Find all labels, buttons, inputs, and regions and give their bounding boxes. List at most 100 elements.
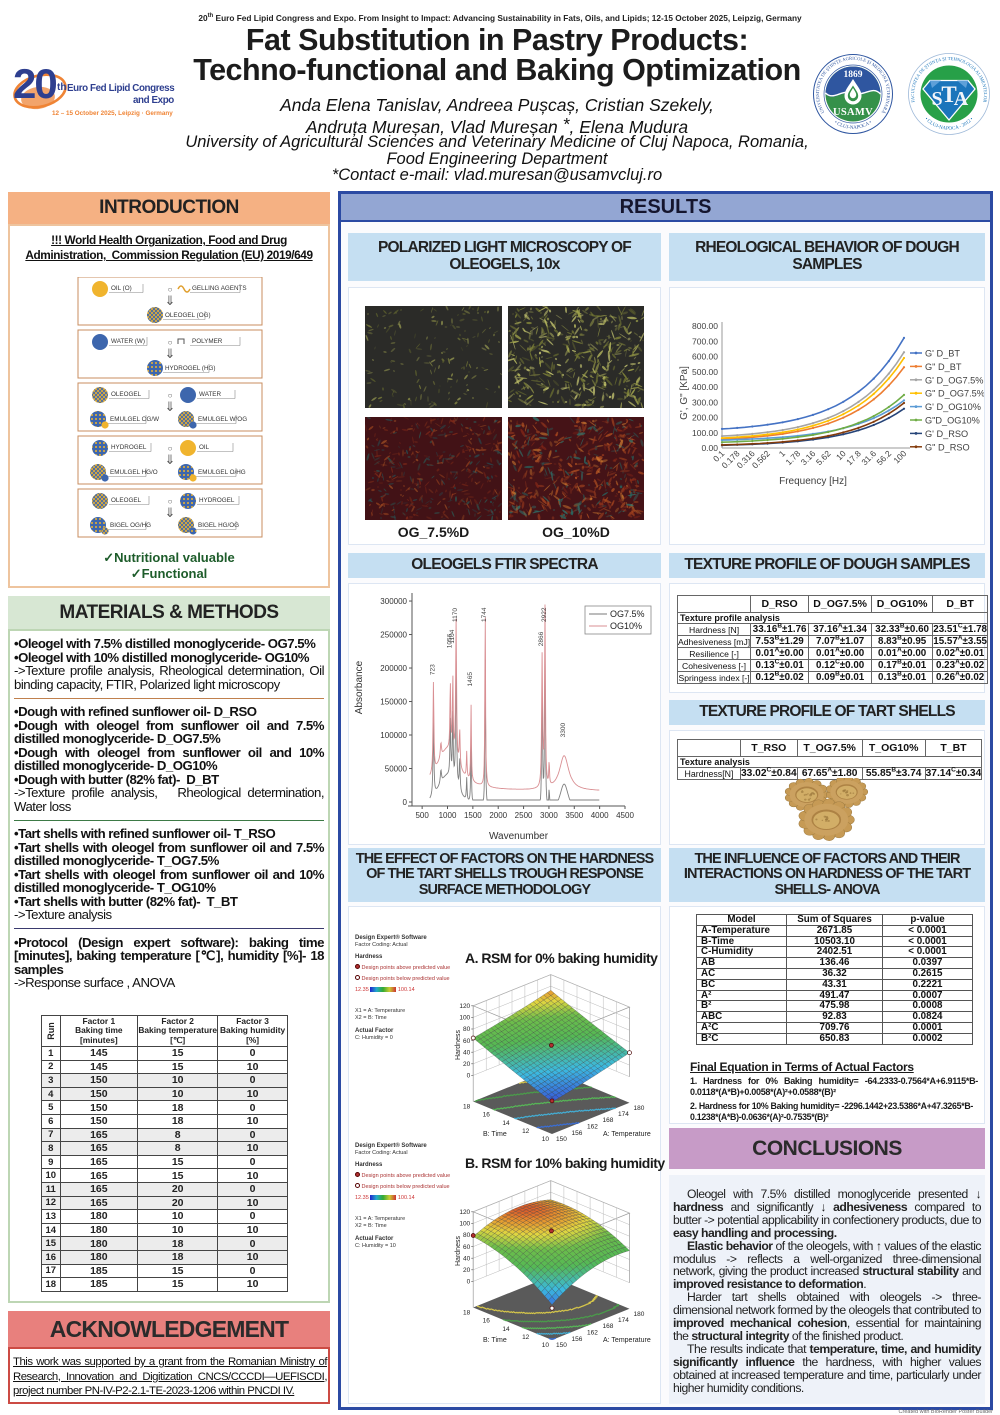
svg-text:800.00: 800.00 xyxy=(692,321,718,331)
svg-text:Hardness: Hardness xyxy=(455,1030,462,1060)
svg-text:723: 723 xyxy=(429,664,436,675)
svg-text:A: Temperature: A: Temperature xyxy=(603,1337,651,1344)
svg-text:○: ○ xyxy=(168,285,173,294)
svg-text:○: ○ xyxy=(168,338,173,347)
svg-text:1.78: 1.78 xyxy=(783,448,802,467)
svg-text:100: 100 xyxy=(459,1015,470,1022)
svg-text:60: 60 xyxy=(463,1244,471,1251)
svg-text:100.00: 100.00 xyxy=(692,428,718,438)
svg-text:POLYMER: POLYMER xyxy=(192,338,223,345)
svg-text:Euro Fed Lipid Congress: Euro Fed Lipid Congress xyxy=(67,83,175,94)
svg-text:60: 60 xyxy=(463,1038,471,1045)
svg-text:14: 14 xyxy=(502,1326,510,1333)
svg-text:A: A xyxy=(954,88,969,110)
svg-text:1500: 1500 xyxy=(464,811,482,820)
svg-text:A: Temperature: A: Temperature xyxy=(603,1131,651,1138)
svg-text:HYDROGEL (HG): HYDROGEL (HG) xyxy=(165,365,216,372)
svg-text:G' D_RSO: G' D_RSO xyxy=(925,429,968,439)
svg-text:GELLING AGENTS: GELLING AGENTS xyxy=(192,285,247,292)
svg-text:14: 14 xyxy=(502,1120,510,1127)
svg-text:120: 120 xyxy=(459,1209,470,1216)
svg-text:Frequency [Hz]: Frequency [Hz] xyxy=(779,476,847,487)
svg-text:156: 156 xyxy=(572,1336,583,1343)
svg-text:Hardness: Hardness xyxy=(455,1236,462,1266)
svg-text:162: 162 xyxy=(587,1330,598,1337)
svg-text:B: Time: B: Time xyxy=(483,1131,507,1138)
svg-text:162: 162 xyxy=(587,1124,598,1131)
svg-text:400.00: 400.00 xyxy=(692,382,718,392)
svg-text:0: 0 xyxy=(467,1073,471,1080)
svg-text:1: 1 xyxy=(777,448,788,459)
svg-text:EMULGEL O/HG: EMULGEL O/HG xyxy=(198,469,246,476)
svg-text:HYDROGEL: HYDROGEL xyxy=(111,444,147,451)
svg-text:1465: 1465 xyxy=(467,672,474,687)
svg-text:2000: 2000 xyxy=(489,811,507,820)
svg-text:EMULGEL OG/W: EMULGEL OG/W xyxy=(110,416,159,423)
svg-text:3300: 3300 xyxy=(560,723,567,738)
svg-text:2922: 2922 xyxy=(541,607,548,622)
svg-text:16: 16 xyxy=(483,1112,491,1119)
svg-text:20: 20 xyxy=(463,1267,471,1274)
svg-text:168: 168 xyxy=(603,1323,614,1330)
svg-text:1744: 1744 xyxy=(481,607,488,622)
svg-text:2500: 2500 xyxy=(515,811,533,820)
svg-text:0: 0 xyxy=(403,798,408,807)
svg-text:16: 16 xyxy=(483,1318,491,1325)
svg-text:120: 120 xyxy=(459,1003,470,1010)
svg-text:180: 180 xyxy=(634,1311,645,1318)
svg-text:WATER (W): WATER (W) xyxy=(111,338,145,345)
svg-text:⇓: ⇓ xyxy=(165,452,176,467)
svg-text:100: 100 xyxy=(891,448,908,465)
svg-text:20: 20 xyxy=(13,60,56,107)
svg-text:BIGEL OG/HG: BIGEL OG/HG xyxy=(110,522,151,529)
svg-text:⇓: ⇓ xyxy=(165,346,176,361)
svg-text:0: 0 xyxy=(467,1279,471,1286)
svg-text:180: 180 xyxy=(634,1105,645,1112)
svg-text:OLEOGEL: OLEOGEL xyxy=(111,497,142,504)
svg-text:174: 174 xyxy=(618,1111,629,1118)
svg-text:1869: 1869 xyxy=(844,70,863,80)
svg-text:150000: 150000 xyxy=(380,698,407,707)
svg-text:○: ○ xyxy=(168,391,173,400)
svg-text:300.00: 300.00 xyxy=(692,397,718,407)
svg-text:OIL (O): OIL (O) xyxy=(111,285,132,292)
svg-text:1104: 1104 xyxy=(449,629,456,643)
svg-text:80: 80 xyxy=(463,1026,471,1033)
svg-text:12: 12 xyxy=(522,1334,530,1341)
svg-text:G" D_OG7.5%: G" D_OG7.5% xyxy=(925,389,984,399)
svg-text:T: T xyxy=(941,82,956,107)
svg-text:OLEOGEL: OLEOGEL xyxy=(111,391,142,398)
svg-text:150: 150 xyxy=(556,1136,567,1143)
svg-text:100: 100 xyxy=(459,1221,470,1228)
svg-text:G" D_RSO: G" D_RSO xyxy=(925,442,970,452)
svg-text:1170: 1170 xyxy=(452,608,459,622)
svg-text:50000: 50000 xyxy=(385,765,408,774)
svg-text:156: 156 xyxy=(572,1130,583,1137)
svg-text:500.00: 500.00 xyxy=(692,367,718,377)
svg-text:G" D_BT: G" D_BT xyxy=(925,362,962,372)
svg-text:OG10%: OG10% xyxy=(610,621,642,631)
svg-text:G' D_BT: G' D_BT xyxy=(925,349,960,359)
svg-text:USAMV: USAMV xyxy=(833,107,873,118)
svg-text:10: 10 xyxy=(542,1342,550,1349)
svg-text:300000: 300000 xyxy=(380,597,407,606)
svg-text:18: 18 xyxy=(463,1104,471,1111)
svg-text:0.562: 0.562 xyxy=(750,448,772,470)
svg-text:200000: 200000 xyxy=(380,664,407,673)
svg-text:168: 168 xyxy=(603,1117,614,1124)
svg-text:31.6: 31.6 xyxy=(859,448,878,467)
svg-text:40: 40 xyxy=(463,1255,471,1262)
svg-text:BIGEL HG/OG: BIGEL HG/OG xyxy=(198,522,239,529)
svg-text:2866: 2866 xyxy=(538,631,545,646)
svg-text:OIL: OIL xyxy=(199,444,210,451)
svg-text:G' D_OG7.5%: G' D_OG7.5% xyxy=(925,375,983,385)
svg-text:○: ○ xyxy=(168,497,173,506)
svg-text:56.2: 56.2 xyxy=(874,448,893,467)
svg-text:5.62: 5.62 xyxy=(814,448,833,467)
svg-text:⇓: ⇓ xyxy=(165,505,176,520)
svg-text:12 – 15 October 2025, Leipzig: 12 – 15 October 2025, Leipzig · Germany xyxy=(52,110,173,117)
svg-text:18: 18 xyxy=(463,1310,471,1317)
svg-text:G', G" [KPa]: G', G" [KPa] xyxy=(679,366,690,420)
svg-text:17.8: 17.8 xyxy=(844,448,863,467)
svg-text:500: 500 xyxy=(415,811,429,820)
